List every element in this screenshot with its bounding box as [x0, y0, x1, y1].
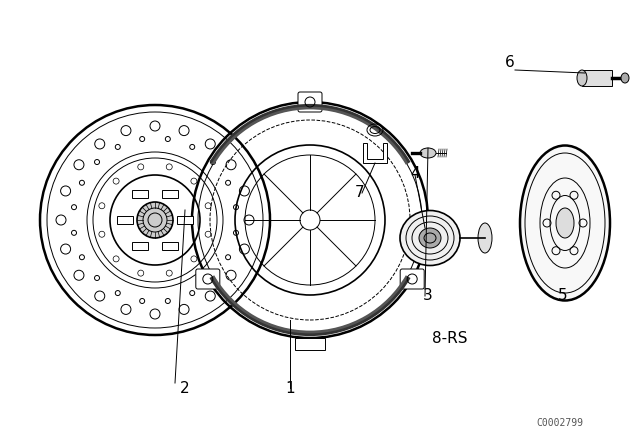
- Bar: [162, 190, 178, 198]
- Text: C0002799: C0002799: [536, 418, 584, 428]
- Ellipse shape: [577, 70, 587, 86]
- Bar: [295, 338, 325, 350]
- Text: 5: 5: [558, 288, 568, 303]
- Text: 6: 6: [505, 55, 515, 70]
- Ellipse shape: [520, 146, 610, 301]
- Bar: [117, 216, 133, 224]
- Text: 3: 3: [423, 288, 433, 303]
- Bar: [162, 242, 178, 250]
- Ellipse shape: [400, 211, 460, 266]
- Bar: [132, 190, 148, 198]
- Text: 1: 1: [285, 381, 295, 396]
- FancyBboxPatch shape: [400, 269, 424, 289]
- FancyBboxPatch shape: [298, 92, 322, 112]
- Ellipse shape: [478, 223, 492, 253]
- Ellipse shape: [556, 208, 574, 238]
- Ellipse shape: [621, 73, 629, 83]
- Polygon shape: [363, 143, 387, 163]
- Circle shape: [137, 202, 173, 238]
- Ellipse shape: [419, 228, 441, 248]
- Text: 4: 4: [410, 166, 420, 181]
- Bar: [177, 216, 193, 224]
- Bar: [132, 242, 148, 250]
- FancyBboxPatch shape: [196, 269, 220, 289]
- Ellipse shape: [420, 148, 436, 158]
- Text: 7: 7: [355, 185, 365, 200]
- Text: 2: 2: [180, 381, 190, 396]
- Bar: [582, 70, 612, 86]
- Text: 8-RS: 8-RS: [432, 331, 468, 346]
